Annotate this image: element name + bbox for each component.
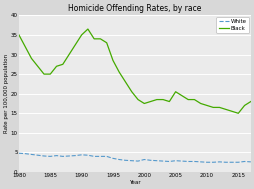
Black [61, 63, 64, 65]
White [230, 161, 233, 163]
White [86, 154, 89, 156]
White [142, 158, 145, 161]
Black [130, 91, 133, 93]
Line: Black: Black [19, 29, 250, 113]
Black [67, 53, 70, 56]
White [49, 155, 52, 157]
Black [55, 65, 58, 67]
Black [24, 46, 27, 48]
Black [142, 102, 145, 105]
Legend: White, Black: White, Black [216, 17, 248, 33]
White [155, 160, 158, 162]
Black [92, 38, 95, 40]
White [123, 159, 126, 161]
Black [211, 106, 214, 108]
Black [105, 42, 108, 44]
White [161, 160, 164, 162]
White [99, 155, 102, 157]
White [61, 155, 64, 157]
Black [17, 34, 20, 36]
White [111, 157, 114, 160]
Black [242, 104, 245, 107]
Title: Homicide Offending Rates, by race: Homicide Offending Rates, by race [68, 4, 201, 13]
Black [230, 110, 233, 112]
Black [236, 112, 239, 114]
White [180, 160, 183, 162]
White [167, 160, 170, 163]
White [186, 160, 189, 163]
White [136, 160, 139, 162]
White [148, 159, 151, 161]
White [24, 153, 27, 155]
Black [198, 102, 201, 105]
Line: White: White [19, 153, 250, 162]
White [211, 161, 214, 163]
White [67, 155, 70, 157]
Black [86, 28, 89, 30]
White [223, 161, 226, 163]
White [17, 152, 20, 154]
Black [180, 94, 183, 97]
White [248, 161, 251, 163]
Black [49, 73, 52, 75]
Black [30, 57, 33, 60]
Black [73, 44, 76, 46]
Black [99, 38, 102, 40]
White [130, 160, 133, 162]
X-axis label: Year: Year [129, 180, 140, 185]
Black [161, 98, 164, 101]
Black [205, 104, 208, 107]
Black [117, 71, 120, 73]
White [73, 154, 76, 157]
Black [155, 98, 158, 101]
White [242, 160, 245, 163]
White [105, 155, 108, 157]
Black [111, 59, 114, 62]
Black [36, 65, 39, 67]
White [192, 160, 195, 163]
White [217, 161, 220, 163]
Black [136, 98, 139, 101]
White [117, 158, 120, 161]
White [80, 154, 83, 156]
Black [148, 100, 151, 103]
Y-axis label: Rate per 100,000 population: Rate per 100,000 population [4, 54, 9, 133]
Black [167, 100, 170, 103]
Black [42, 73, 45, 75]
White [236, 161, 239, 163]
Black [186, 98, 189, 101]
White [42, 155, 45, 157]
White [30, 153, 33, 156]
Black [123, 81, 126, 83]
Black [173, 91, 177, 93]
Black [223, 108, 226, 111]
White [36, 154, 39, 156]
White [198, 161, 201, 163]
White [205, 161, 208, 163]
Black [248, 100, 251, 103]
Black [192, 98, 195, 101]
Black [80, 34, 83, 36]
White [92, 155, 95, 157]
Black [217, 106, 220, 108]
White [55, 154, 58, 157]
White [173, 160, 177, 162]
